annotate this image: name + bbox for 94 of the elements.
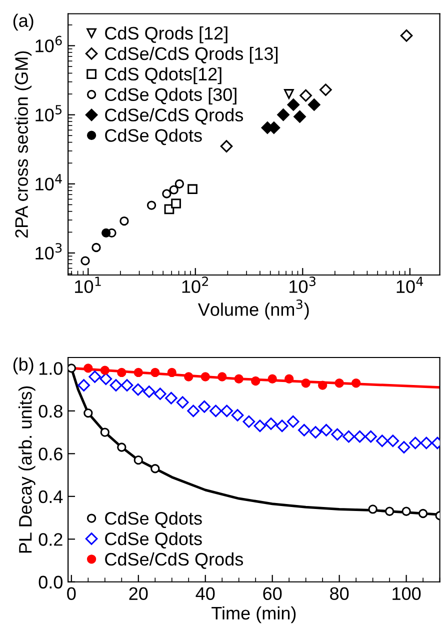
point bbox=[368, 504, 378, 514]
point bbox=[84, 364, 93, 373]
point bbox=[398, 441, 410, 454]
point bbox=[254, 420, 266, 432]
point bbox=[364, 430, 377, 443]
point bbox=[402, 506, 411, 516]
point bbox=[242, 415, 256, 428]
y-axis-title: 2PA cross section (GM) bbox=[14, 51, 32, 238]
y-tick-label: 0.8 bbox=[38, 404, 62, 418]
point bbox=[298, 424, 310, 436]
point bbox=[276, 420, 288, 432]
point bbox=[268, 374, 277, 384]
x-tick-label: 10$^{1}$ bbox=[75, 276, 101, 293]
point bbox=[351, 378, 361, 388]
point bbox=[309, 426, 322, 438]
y-tick-label: 0.4 bbox=[38, 490, 63, 504]
point bbox=[210, 404, 222, 418]
point bbox=[100, 428, 110, 437]
x-tick-label: 10$^{2}$ bbox=[182, 276, 208, 293]
point bbox=[134, 368, 143, 378]
legend-label: CdS Qrods [12] bbox=[105, 26, 228, 44]
point bbox=[386, 434, 400, 448]
point bbox=[150, 368, 160, 378]
x-axis-title: Volume (nm$^{3}$) bbox=[198, 299, 309, 320]
y-tick-label: 10$^{4}$ bbox=[36, 174, 62, 190]
x-tick-label: 80 bbox=[330, 587, 349, 600]
point bbox=[286, 415, 300, 428]
x-tick-label: 0 bbox=[67, 587, 76, 600]
point bbox=[100, 372, 112, 386]
point bbox=[354, 430, 366, 443]
text: (a) bbox=[13, 14, 34, 31]
point bbox=[165, 392, 178, 404]
x-tick-label: 40 bbox=[196, 587, 215, 600]
point bbox=[176, 396, 189, 409]
text: (b) bbox=[13, 358, 34, 374]
point bbox=[187, 404, 200, 418]
legend-label: CdSe Qdots bbox=[105, 512, 202, 528]
x-tick-label: 20 bbox=[129, 587, 148, 600]
point bbox=[134, 455, 143, 465]
point bbox=[342, 430, 355, 443]
point bbox=[384, 506, 394, 516]
point bbox=[200, 372, 210, 382]
y-tick-label: 0.0 bbox=[38, 576, 63, 589]
legend-label: CdSe/CdS Qrods [13] bbox=[105, 46, 278, 64]
point bbox=[117, 442, 126, 452]
point bbox=[320, 424, 332, 436]
point bbox=[120, 379, 134, 392]
point bbox=[334, 378, 344, 388]
point bbox=[218, 372, 227, 382]
point bbox=[318, 380, 328, 390]
point bbox=[420, 436, 433, 450]
point bbox=[264, 418, 278, 430]
point bbox=[68, 364, 76, 373]
x-tick-label: 10$^{4}$ bbox=[396, 276, 424, 293]
point bbox=[110, 379, 122, 392]
x-axis-title: Time (min) bbox=[212, 606, 296, 624]
point bbox=[409, 436, 422, 450]
point bbox=[220, 404, 233, 418]
y-tick-label: 10$^{6}$ bbox=[36, 36, 62, 52]
point bbox=[251, 376, 260, 386]
point bbox=[167, 368, 176, 378]
point bbox=[154, 388, 166, 400]
y-axis-title: PL Decay (arb. units) bbox=[18, 386, 36, 553]
point bbox=[231, 409, 244, 422]
x-tick-label: 60 bbox=[263, 587, 282, 600]
point bbox=[150, 464, 160, 474]
point bbox=[198, 400, 211, 413]
point bbox=[418, 508, 428, 518]
legend-label: CdSe Qdots [30] bbox=[105, 88, 236, 105]
point bbox=[142, 386, 156, 398]
y-tick-label: 0.6 bbox=[38, 448, 62, 460]
legend-label: CdSe Qdots bbox=[105, 128, 202, 146]
point bbox=[184, 372, 194, 382]
legend-label: CdSe/CdS Qrods bbox=[105, 552, 244, 569]
y-tick-label: 10$^{3}$ bbox=[36, 243, 62, 260]
point bbox=[376, 434, 388, 448]
y-tick-label: 0.2 bbox=[38, 533, 62, 546]
legend-label: CdSe Qdots bbox=[105, 532, 202, 548]
point bbox=[78, 379, 90, 392]
y-tick-label: 1.0 bbox=[39, 362, 63, 375]
point bbox=[234, 374, 244, 384]
point bbox=[84, 408, 93, 418]
point bbox=[301, 378, 310, 388]
legend-label: CdSe/CdS Qrods bbox=[105, 108, 244, 125]
point bbox=[100, 366, 110, 375]
point bbox=[117, 368, 126, 378]
point bbox=[331, 428, 344, 441]
point bbox=[132, 383, 144, 396]
point bbox=[88, 370, 102, 383]
y-tick-label: 10$^{5}$ bbox=[36, 105, 62, 122]
legend-label: CdS Qdots[12] bbox=[105, 67, 222, 84]
point bbox=[284, 374, 294, 384]
x-tick-label: 10$^{3}$ bbox=[290, 276, 316, 293]
x-tick-label: 100 bbox=[392, 587, 421, 600]
